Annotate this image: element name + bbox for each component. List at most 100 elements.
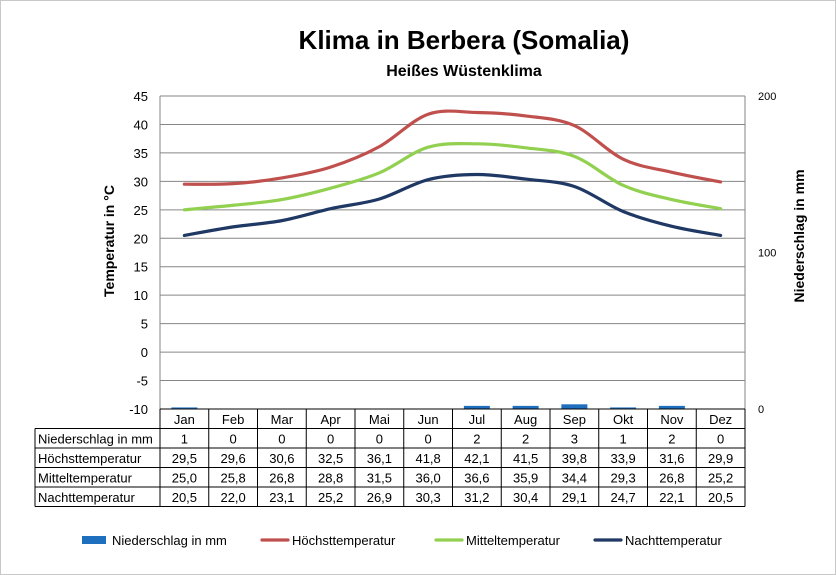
data-label: 22,1 bbox=[659, 490, 684, 505]
data-label: 31,5 bbox=[367, 471, 392, 486]
y-tick-label: 45 bbox=[134, 89, 148, 104]
x-tick-label: Feb bbox=[222, 412, 244, 427]
series-line bbox=[182, 141, 723, 212]
data-label: 32,5 bbox=[318, 451, 343, 466]
y-tick-label: 5 bbox=[141, 317, 148, 332]
data-label: 20,5 bbox=[708, 490, 733, 505]
y-tick-label: 40 bbox=[134, 117, 148, 132]
precipitation-bars bbox=[171, 404, 685, 409]
data-label: 26,9 bbox=[367, 490, 392, 505]
data-label: 33,9 bbox=[610, 451, 635, 466]
y-tick-label: -5 bbox=[136, 374, 148, 389]
data-label: 30,4 bbox=[513, 490, 538, 505]
data-label: 36,1 bbox=[367, 451, 392, 466]
series-line bbox=[182, 109, 723, 186]
data-label: 30,3 bbox=[415, 490, 440, 505]
y-axis-ticks: 45 40 35 30 25 20 15 10 5 0 -5 -10 bbox=[129, 89, 148, 417]
data-label: 29,9 bbox=[708, 451, 733, 466]
data-label: 0 bbox=[717, 432, 724, 447]
y2-tick-label: 200 bbox=[758, 91, 776, 103]
x-tick-label: Mar bbox=[271, 412, 294, 427]
data-label: 1 bbox=[620, 432, 627, 447]
y-tick-label: 15 bbox=[134, 260, 148, 275]
x-tick-label: Dez bbox=[709, 412, 732, 427]
y-tick-label: 10 bbox=[134, 288, 148, 303]
chart-title: Klima in Berbera (Somalia) bbox=[299, 25, 630, 55]
data-label: 20,5 bbox=[172, 490, 197, 505]
data-label: 26,8 bbox=[269, 471, 294, 486]
x-tick-label: Sep bbox=[563, 412, 586, 427]
data-label: 2 bbox=[522, 432, 529, 447]
data-label: 36,0 bbox=[415, 471, 440, 486]
table-row-label: Mitteltemperatur bbox=[38, 471, 133, 486]
data-label: 24,7 bbox=[610, 490, 635, 505]
y-tick-label: 0 bbox=[141, 345, 148, 360]
table-row-label: Höchsttemperatur bbox=[38, 451, 142, 466]
y2-tick-label: 0 bbox=[758, 404, 764, 416]
legend-label: Höchsttemperatur bbox=[292, 533, 396, 548]
temperature-lines bbox=[182, 109, 723, 238]
data-label: 41,8 bbox=[415, 451, 440, 466]
data-label: 3 bbox=[571, 432, 578, 447]
data-label: 30,6 bbox=[269, 451, 294, 466]
data-label: 42,1 bbox=[464, 451, 489, 466]
legend-swatch bbox=[82, 536, 106, 544]
data-label: 0 bbox=[425, 432, 432, 447]
precipitation-bar bbox=[463, 405, 490, 409]
data-label: 26,8 bbox=[659, 471, 684, 486]
data-label: 25,2 bbox=[318, 490, 343, 505]
data-label: 31,6 bbox=[659, 451, 684, 466]
precipitation-bar bbox=[561, 404, 588, 409]
x-tick-label: Jan bbox=[174, 412, 195, 427]
y2-axis-ticks: 200 100 0 bbox=[758, 91, 776, 416]
x-tick-label: Jun bbox=[418, 412, 439, 427]
legend-label: Niederschlag in mm bbox=[112, 533, 227, 548]
y-axis-title: Temperatur in °C bbox=[101, 185, 117, 297]
data-label: 35,9 bbox=[513, 471, 538, 486]
table-row-label: Nachttemperatur bbox=[38, 490, 135, 505]
data-label: 0 bbox=[230, 432, 237, 447]
legend: Niederschlag in mm Höchsttemperatur Mittel… bbox=[82, 533, 722, 548]
data-table: Jan Feb Mar Apr Mai Jun Jul Aug Sep Okt Nov Dez Nied… bbox=[34, 408, 746, 507]
data-label: 0 bbox=[376, 432, 383, 447]
precipitation-bar bbox=[171, 407, 198, 409]
data-label: 23,1 bbox=[269, 490, 294, 505]
data-label: 31,2 bbox=[464, 490, 489, 505]
y2-axis-title: Niederschlag in mm bbox=[791, 169, 807, 302]
x-tick-label: Nov bbox=[660, 412, 684, 427]
data-label: 2 bbox=[668, 432, 675, 447]
data-label: 25,0 bbox=[172, 471, 197, 486]
y-tick-label: 35 bbox=[134, 146, 148, 161]
data-label: 36,6 bbox=[464, 471, 489, 486]
y-tick-label: 25 bbox=[134, 203, 148, 218]
data-label: 28,8 bbox=[318, 471, 343, 486]
data-label: 22,0 bbox=[220, 490, 245, 505]
data-label: 0 bbox=[327, 432, 334, 447]
data-label: 29,6 bbox=[220, 451, 245, 466]
y-tick-label: 20 bbox=[134, 231, 148, 246]
y-tick-label: 30 bbox=[134, 174, 148, 189]
y-tick-label: -10 bbox=[129, 402, 148, 417]
data-label: 29,1 bbox=[562, 490, 587, 505]
data-label: 1 bbox=[181, 432, 188, 447]
x-tick-label: Okt bbox=[613, 412, 634, 427]
x-tick-label: Aug bbox=[514, 412, 537, 427]
precipitation-bar bbox=[658, 405, 685, 409]
data-label: 2 bbox=[473, 432, 480, 447]
precipitation-bar bbox=[512, 405, 539, 409]
series-line bbox=[182, 172, 723, 238]
data-label: 39,8 bbox=[562, 451, 587, 466]
data-label: 41,5 bbox=[513, 451, 538, 466]
legend-label: Mitteltemperatur bbox=[466, 533, 561, 548]
x-tick-label: Mai bbox=[369, 412, 390, 427]
legend-label: Nachttemperatur bbox=[625, 533, 722, 548]
data-label: 0 bbox=[278, 432, 285, 447]
x-tick-label: Apr bbox=[321, 412, 342, 427]
data-label: 29,5 bbox=[172, 451, 197, 466]
x-tick-label: Jul bbox=[469, 412, 486, 427]
chart-subtitle: Heißes Wüstenklima bbox=[386, 63, 542, 80]
y2-tick-label: 100 bbox=[758, 248, 776, 260]
data-label: 34,4 bbox=[562, 471, 587, 486]
data-label: 29,3 bbox=[610, 471, 635, 486]
